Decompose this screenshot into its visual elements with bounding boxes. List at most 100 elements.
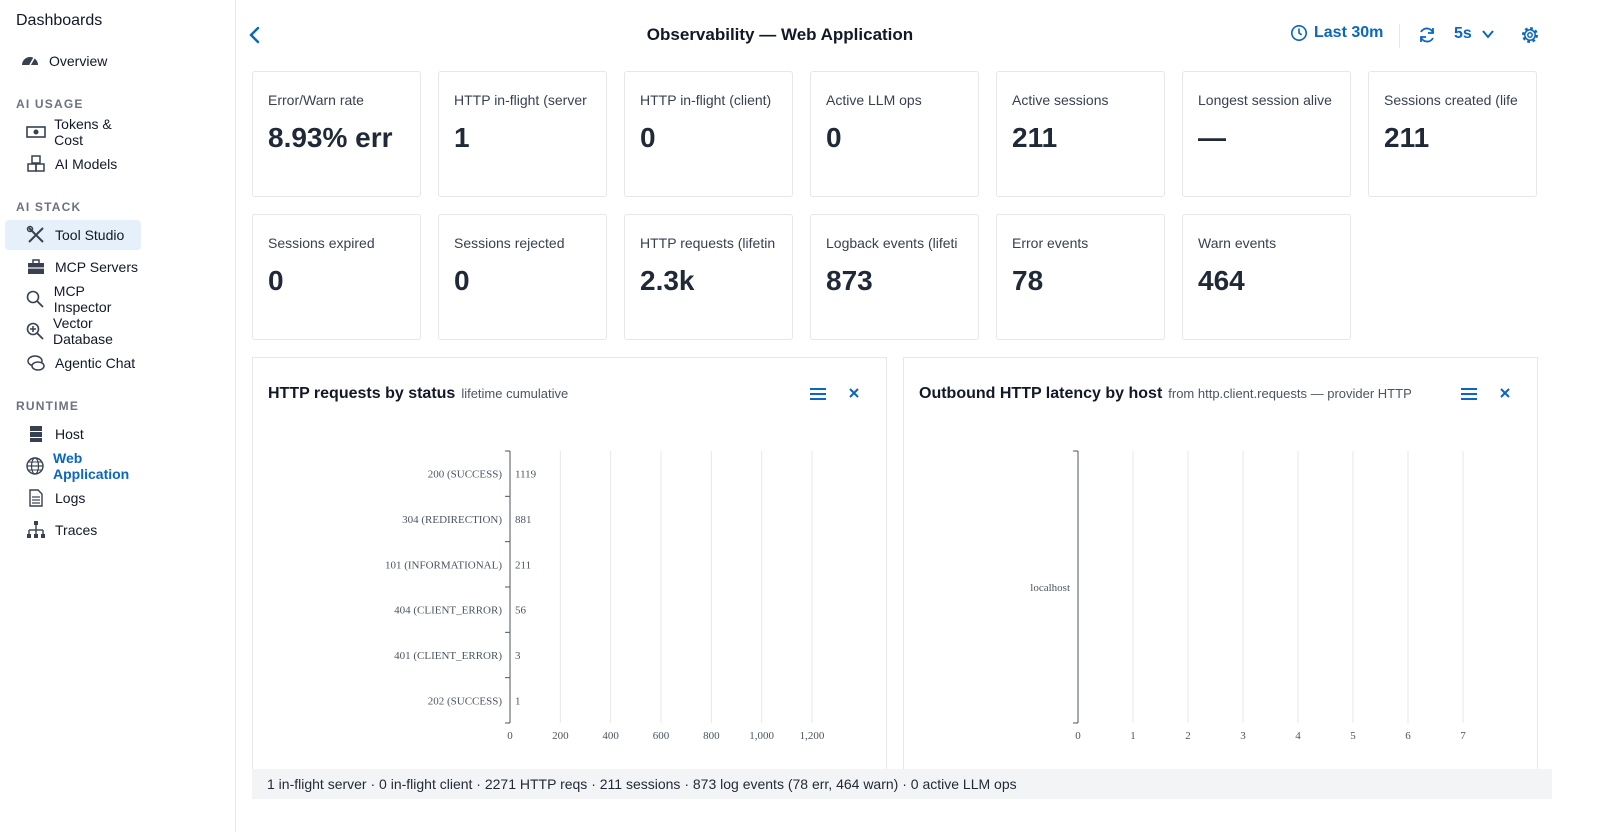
metric-value: 873	[826, 265, 873, 296]
category-label: 200 (SUCCESS)	[428, 469, 503, 481]
panel-subtitle: from http.client.requests — provider HTT…	[1168, 386, 1412, 401]
data-label: 881	[515, 514, 532, 526]
clock-icon	[1290, 24, 1308, 42]
sidebar-item-agentic-chat[interactable]: Agentic Chat	[5, 348, 141, 378]
x-tick-label: 1,000	[749, 730, 774, 742]
metric-card: Error/Warn rate 8.93% err	[252, 71, 421, 197]
metric-label: Sessions created (life	[1384, 92, 1518, 108]
x-tick-label: 0	[507, 730, 513, 742]
sidebar-item-label: Tool Studio	[55, 227, 125, 243]
metric-label: Sessions rejected	[454, 235, 565, 251]
metric-label: Active sessions	[1012, 92, 1109, 108]
panel-title: Outbound HTTP latency by host from http.c…	[919, 385, 1412, 403]
x-tick-label: 1	[1130, 730, 1136, 742]
chat-bubbles-icon	[25, 352, 47, 374]
http-status-chart: 0 200 400 600 800 1,000 1,200 200 (SUCCESS) 1119…	[385, 450, 825, 742]
x-tick-label: 7	[1460, 730, 1466, 742]
x-tick-label: 800	[703, 730, 720, 742]
panel-close-button[interactable]	[1497, 385, 1513, 401]
sidebar-item-web-application[interactable]: Web Application	[5, 450, 141, 482]
category-label: 404 (CLIENT_ERROR)	[394, 605, 502, 617]
sidebar-item-tool-studio[interactable]: Tool Studio	[5, 220, 141, 250]
sidebar-item-traces[interactable]: Traces	[5, 515, 141, 545]
back-button[interactable]	[244, 24, 266, 46]
section-ai-stack: AI STACK	[16, 200, 82, 214]
sidebar-item-label: Overview	[49, 53, 108, 69]
metric-label: Longest session alive	[1198, 92, 1332, 108]
x-tick-label: 2	[1185, 730, 1191, 742]
category-label: localhost	[1030, 582, 1070, 594]
refresh-button[interactable]	[1417, 25, 1437, 45]
metric-card: Sessions rejected 0	[438, 214, 607, 340]
metric-card: Warn events 464	[1182, 214, 1351, 340]
category-label: 202 (SUCCESS)	[428, 695, 503, 707]
latency-panel: 0 1 2 3 4 5 6 7 localhost Outbound HTTP latency …	[903, 357, 1538, 769]
sidebar-item-label: MCP Servers	[55, 259, 138, 275]
time-range-button[interactable]: Last 30m	[1290, 24, 1383, 42]
panel-menu-button[interactable]	[1460, 385, 1478, 403]
metric-value: 78	[1012, 265, 1044, 296]
metric-label: Error events	[1012, 235, 1089, 251]
bar	[510, 505, 732, 532]
metric-card: Logback events (lifeti 873	[810, 214, 979, 340]
category-label: 101 (INFORMATIONAL)	[385, 559, 502, 571]
metric-value: 464	[1198, 265, 1245, 296]
sidebar-item-vector-database[interactable]: Vector Database	[5, 315, 141, 347]
sidebar-item-overview[interactable]: Overview	[5, 46, 141, 76]
x-tick-label: 5	[1350, 730, 1356, 742]
bar	[510, 460, 792, 487]
panel-close-button[interactable]	[846, 385, 862, 401]
panel-menu-button[interactable]	[809, 385, 827, 403]
x-tick-label: 600	[653, 730, 670, 742]
metric-value: —	[1198, 122, 1226, 153]
sitemap-icon	[25, 519, 47, 541]
sidebar-item-mcp-inspector[interactable]: MCP Inspector	[5, 283, 141, 315]
gauge-icon	[19, 50, 41, 72]
summary-footer: 1 in-flight server · 0 in-flight client …	[252, 769, 1552, 799]
metric-value: 1	[454, 122, 470, 153]
x-tick-label: 200	[552, 730, 569, 742]
sidebar-item-logs[interactable]: Logs	[5, 483, 141, 513]
metric-value: 0	[268, 265, 284, 296]
chevron-down-icon	[1482, 30, 1494, 39]
data-label: 211	[515, 559, 531, 571]
settings-button[interactable]	[1520, 25, 1540, 45]
refresh-interval-label: 5s	[1454, 25, 1472, 42]
metric-card: Active sessions 211	[996, 71, 1165, 197]
metric-value: 211	[1384, 122, 1430, 153]
metric-label: HTTP in-flight (server	[454, 92, 587, 108]
metric-value: 2.3k	[640, 265, 695, 296]
metric-label: HTTP in-flight (client)	[640, 92, 772, 108]
latency-chart: 0 1 2 3 4 5 6 7 localhost	[1030, 450, 1466, 742]
metric-label: Active LLM ops	[826, 92, 922, 108]
globe-icon	[25, 455, 45, 477]
metric-card: HTTP in-flight (client) 0	[624, 71, 793, 197]
sidebar-item-label: Web Application	[53, 450, 130, 482]
close-icon	[849, 388, 859, 398]
sidebar-item-host[interactable]: Host	[5, 419, 141, 449]
sidebar-item-label: AI Models	[55, 156, 118, 172]
metric-value: 211	[1012, 122, 1058, 153]
metric-label: Error/Warn rate	[268, 92, 364, 108]
sidebar-item-mcp-servers[interactable]: MCP Servers	[5, 252, 141, 282]
x-tick-label: 1,200	[800, 730, 825, 742]
metric-card: Longest session alive —	[1182, 71, 1351, 197]
summary-text: 1 in-flight server · 0 in-flight client …	[267, 776, 1017, 792]
metric-label: Sessions expired	[268, 235, 375, 251]
close-icon	[1500, 388, 1510, 398]
panel-title: HTTP requests by status lifetime cumulati…	[268, 385, 568, 403]
hamburger-icon	[810, 388, 826, 400]
metric-value: 8.93% err	[268, 122, 393, 153]
refresh-interval-select[interactable]: 5s	[1454, 25, 1496, 43]
x-tick-label: 3	[1240, 730, 1246, 742]
x-tick-label: 0	[1075, 730, 1081, 742]
server-icon	[25, 423, 47, 445]
document-icon	[25, 487, 47, 509]
x-tick-label: 400	[602, 730, 619, 742]
sidebar-item-tokens-cost[interactable]: Tokens & Cost	[5, 116, 141, 148]
category-label: 304 (REDIRECTION)	[402, 514, 502, 526]
sidebar-item-ai-models[interactable]: AI Models	[5, 149, 141, 179]
http-status-panel: 0 200 400 600 800 1,000 1,200 200 (SUCCESS) 1119…	[252, 357, 887, 769]
zoom-in-icon	[25, 320, 45, 342]
data-label: 56	[515, 605, 527, 617]
